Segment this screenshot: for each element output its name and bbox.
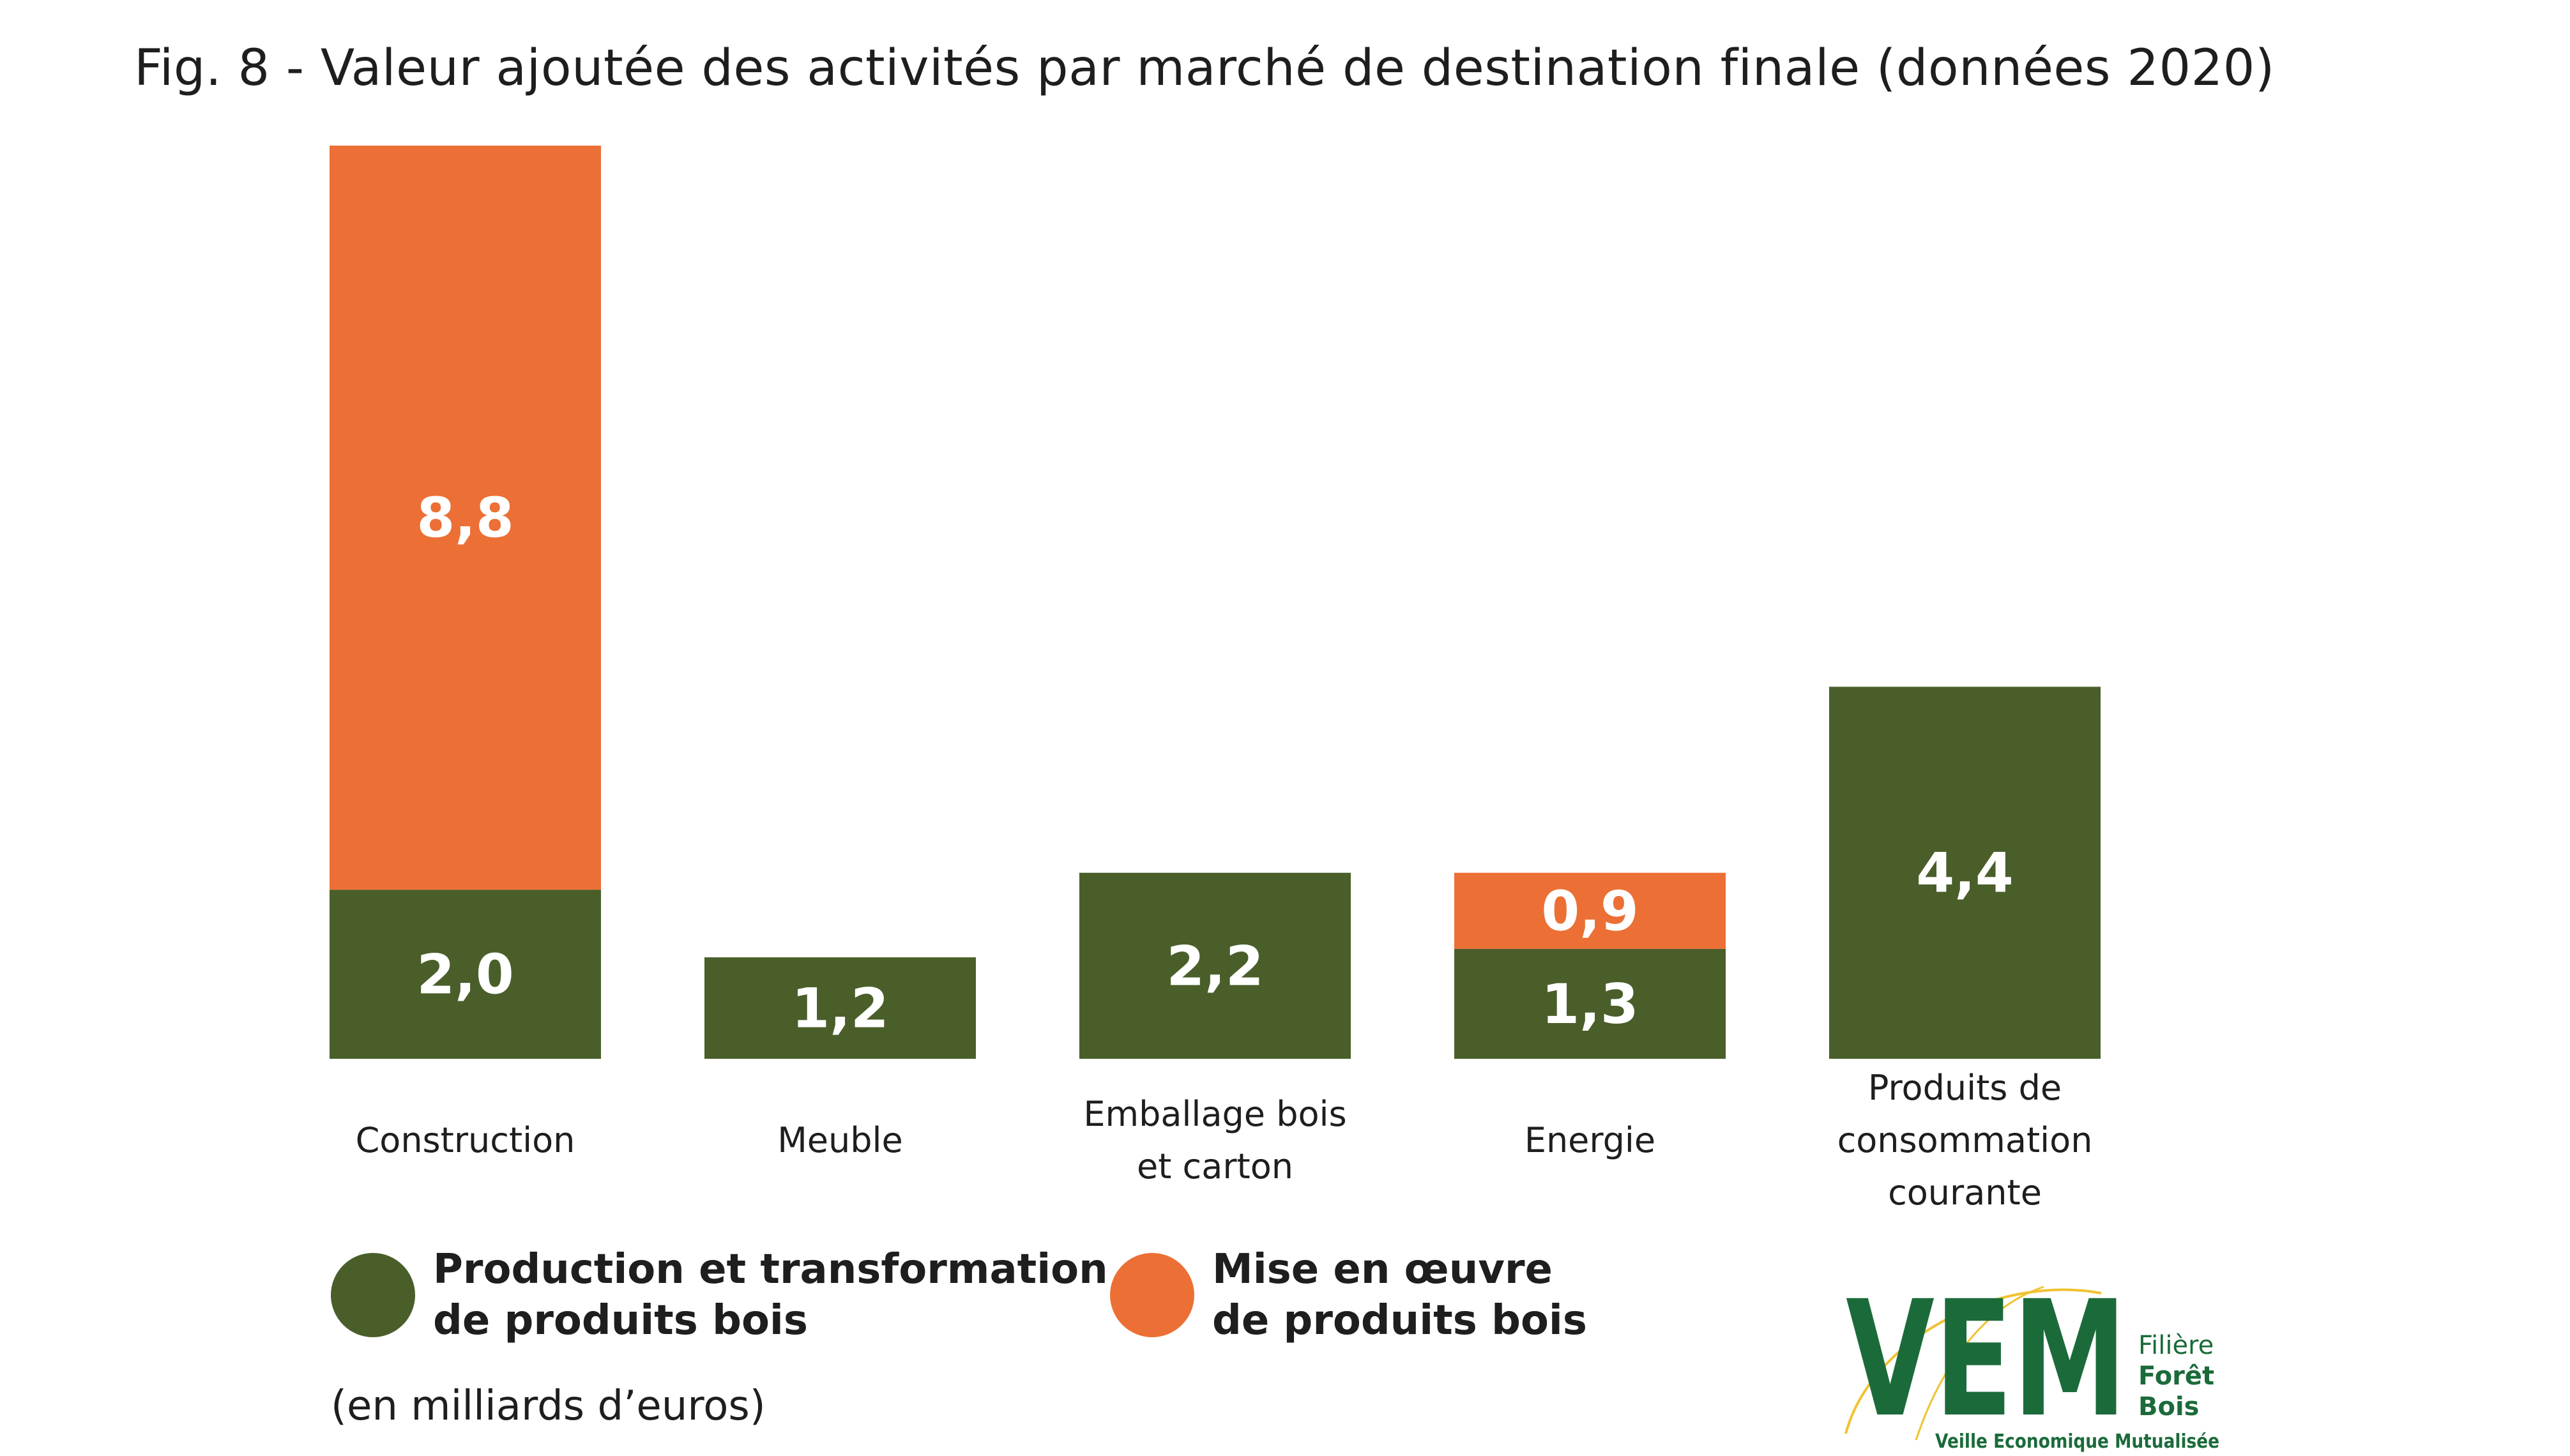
vem-logo: VEM Filière Forêt Bois Veille Economique… bbox=[1844, 1268, 2219, 1453]
data-label: 1,2 bbox=[791, 977, 888, 1041]
bar-production-4 bbox=[1829, 686, 2101, 1059]
x-tick-label-line: et carton bbox=[1137, 1146, 1293, 1187]
x-tick-label-line: Emballage bois bbox=[1083, 1094, 1347, 1134]
x-tick-label-line: Construction bbox=[355, 1120, 575, 1160]
x-tick-label-line: Meuble bbox=[777, 1120, 903, 1160]
bar-production-1 bbox=[704, 957, 976, 1059]
legend-swatch-mise-en-oeuvre bbox=[1110, 1253, 1194, 1337]
logo-mark: VEM bbox=[1846, 1268, 2127, 1452]
bar-mise-en-oeuvre-3 bbox=[1454, 872, 1726, 949]
logo-line-bois: Bois bbox=[2138, 1392, 2200, 1422]
legend-line: de produits bois bbox=[433, 1297, 808, 1344]
x-tick-label: Energie bbox=[1367, 1114, 1814, 1167]
logo-tagline: Veille Economique Mutualisée bbox=[1935, 1430, 2219, 1453]
x-tick-label-line: courante bbox=[1888, 1172, 2042, 1213]
data-label: 1,3 bbox=[1541, 973, 1638, 1036]
data-label: 2,2 bbox=[1166, 934, 1263, 998]
bar-production-2 bbox=[1079, 872, 1351, 1059]
legend-line: Mise en œuvre bbox=[1212, 1246, 1553, 1293]
legend-label-mise-en-oeuvre: Mise en œuvre de produits bois bbox=[1212, 1244, 1587, 1346]
logo-line-foret: Forêt bbox=[2138, 1361, 2214, 1391]
logo-line-filiere: Filière bbox=[2138, 1331, 2214, 1360]
logo-swoosh-arc bbox=[1844, 1288, 2102, 1434]
x-tick-label-line: consommation bbox=[1837, 1120, 2093, 1160]
x-tick-label: Meuble bbox=[617, 1114, 1064, 1167]
data-label: 0,9 bbox=[1541, 879, 1638, 943]
logo-swoosh-arc bbox=[1915, 1285, 2044, 1441]
x-tick-label: Construction bbox=[242, 1114, 689, 1167]
x-tick-label-line: Energie bbox=[1524, 1120, 1656, 1160]
x-tick-label: Emballage bois et carton bbox=[992, 1088, 1439, 1193]
legend-swatch-production bbox=[331, 1253, 415, 1337]
unit-note: (en milliards d’euros) bbox=[331, 1383, 766, 1430]
data-label: 8,8 bbox=[416, 487, 513, 550]
bar-mise-en-oeuvre-0 bbox=[330, 146, 601, 890]
x-tick-label-line: Produits de bbox=[1867, 1068, 2062, 1108]
bar-chart: 2,0 8,8 1,2 2,2 1,3 0,9 4,4 bbox=[330, 146, 2101, 1059]
legend-line: de produits bois bbox=[1212, 1297, 1587, 1344]
bar-production-0 bbox=[330, 890, 601, 1059]
legend-line: Production et transformation bbox=[433, 1246, 1108, 1293]
legend-label-production: Production et transformation de produits… bbox=[433, 1244, 1108, 1346]
x-tick-label: Produits de consommation courante bbox=[1742, 1062, 2189, 1219]
bar-production-3 bbox=[1454, 948, 1726, 1059]
data-label: 4,4 bbox=[1916, 842, 2013, 906]
chart-title: Fig. 8 - Valeur ajoutée des activités pa… bbox=[134, 40, 2275, 97]
data-label: 2,0 bbox=[416, 943, 513, 1007]
